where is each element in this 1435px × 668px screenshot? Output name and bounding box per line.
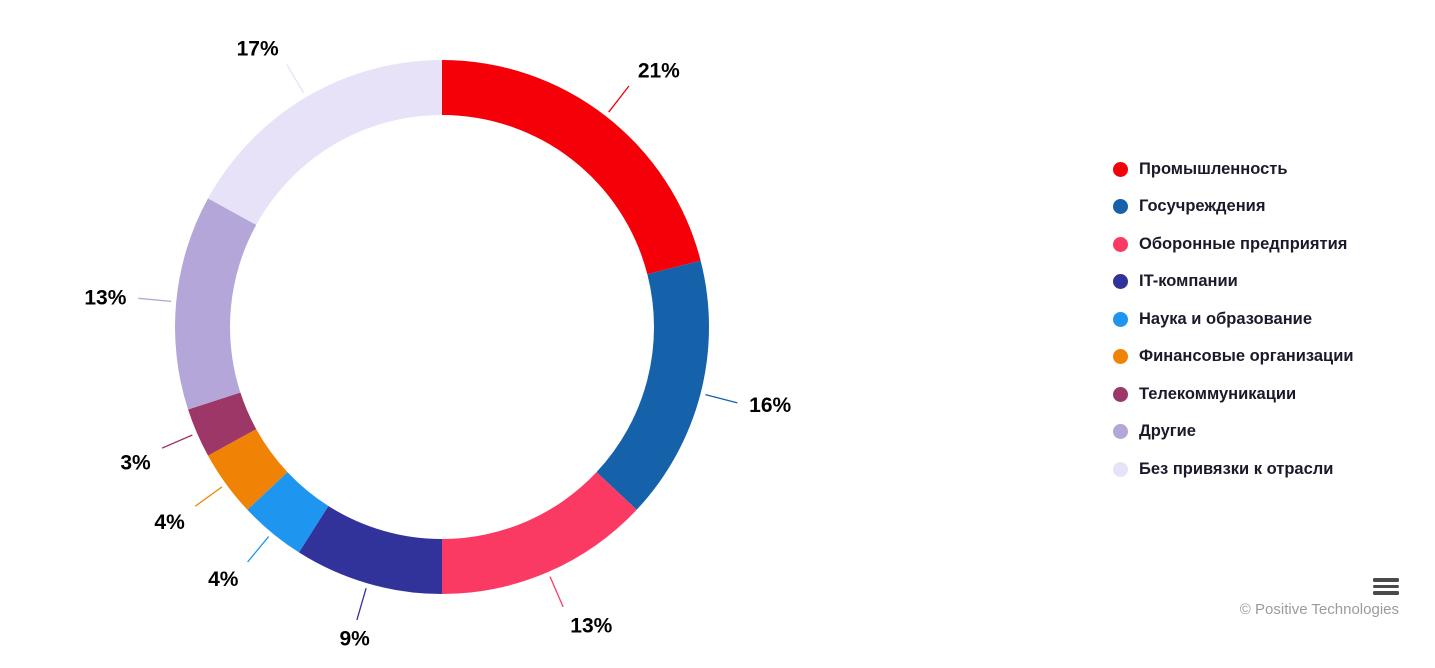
segment-value-label: 16%	[749, 394, 791, 417]
segment-leader-line	[138, 297, 172, 303]
segment-value-label: 3%	[120, 451, 151, 474]
legend-dot	[1113, 199, 1128, 214]
legend-item-label: Другие	[1139, 422, 1196, 440]
legend-item-3[interactable]: IT-компании	[1113, 270, 1354, 294]
hamburger-bar	[1373, 578, 1399, 582]
legend-item-label: IT-компании	[1139, 272, 1238, 290]
legend-item-label: Без привязки к отрасли	[1139, 459, 1334, 478]
donut-segment-4[interactable]	[247, 472, 329, 553]
donut-segment-6[interactable]	[188, 392, 257, 456]
legend-item-4[interactable]: Наука и образование	[1113, 307, 1354, 331]
donut-segment-7[interactable]	[175, 198, 257, 410]
segment-value-label: 21%	[638, 60, 680, 83]
legend-item-label: Оборонные предприятия	[1139, 234, 1348, 253]
segment-leader-line	[705, 394, 738, 404]
segment-leader-line	[161, 434, 193, 449]
legend-dot	[1113, 424, 1128, 439]
hamburger-menu-icon[interactable]	[1373, 578, 1399, 595]
legend-dot	[1113, 386, 1128, 402]
copyright-text: © Positive Technologies	[1239, 601, 1399, 618]
donut-segment-2[interactable]	[442, 472, 637, 594]
legend-item-label: Финансовые организации	[1139, 347, 1354, 365]
legend-dot	[1113, 311, 1128, 327]
legend-dot	[1113, 161, 1128, 177]
legend-dot	[1113, 349, 1128, 364]
segment-value-label: 4%	[154, 511, 185, 534]
legend-item-label: Наука и образование	[1139, 309, 1313, 328]
segment-value-label: 13%	[570, 614, 612, 637]
segment-leader-line	[356, 588, 367, 621]
legend-item-label: Телекоммуникации	[1139, 384, 1297, 403]
segment-leader-line	[286, 64, 305, 94]
legend-item-2[interactable]: Оборонные предприятия	[1113, 232, 1354, 256]
legend-item-0[interactable]: Промышленность	[1113, 157, 1354, 181]
donut-segment-0[interactable]	[442, 60, 701, 275]
segment-leader-line	[608, 85, 630, 113]
legend-dot	[1113, 274, 1128, 289]
legend-dot	[1113, 236, 1128, 252]
chart-legend: Промышленность Госучреждения Оборонные пре…	[1113, 157, 1354, 495]
segment-value-label: 9%	[339, 628, 370, 651]
segment-value-label: 13%	[84, 287, 126, 310]
hamburger-bar	[1373, 591, 1399, 595]
segment-leader-line	[247, 536, 270, 563]
legend-item-7[interactable]: Другие	[1113, 420, 1354, 444]
segment-value-label: 4%	[208, 568, 239, 591]
donut-segment-8[interactable]	[208, 60, 442, 225]
segment-value-label: 17%	[237, 38, 279, 61]
hamburger-bar	[1373, 584, 1399, 588]
legend-item-label: Госучреждения	[1139, 197, 1266, 215]
legend-item-6[interactable]: Телекоммуникации	[1113, 382, 1354, 406]
donut-chart: 21% 16% 13% 9% 4% 4% 3% 13% 17%	[84, 38, 791, 651]
donut-segment-3[interactable]	[298, 505, 442, 594]
segment-leader-line	[194, 486, 223, 507]
legend-item-5[interactable]: Финансовые организации	[1113, 345, 1354, 369]
legend-item-1[interactable]: Госучреждения	[1113, 195, 1354, 219]
donut-segment-1[interactable]	[596, 260, 709, 510]
donut-segment-5[interactable]	[208, 429, 288, 510]
legend-dot	[1113, 461, 1128, 477]
legend-item-label: Промышленность	[1139, 159, 1288, 178]
legend-item-8[interactable]: Без привязки к отрасли	[1113, 457, 1354, 481]
segment-leader-line	[549, 576, 564, 608]
